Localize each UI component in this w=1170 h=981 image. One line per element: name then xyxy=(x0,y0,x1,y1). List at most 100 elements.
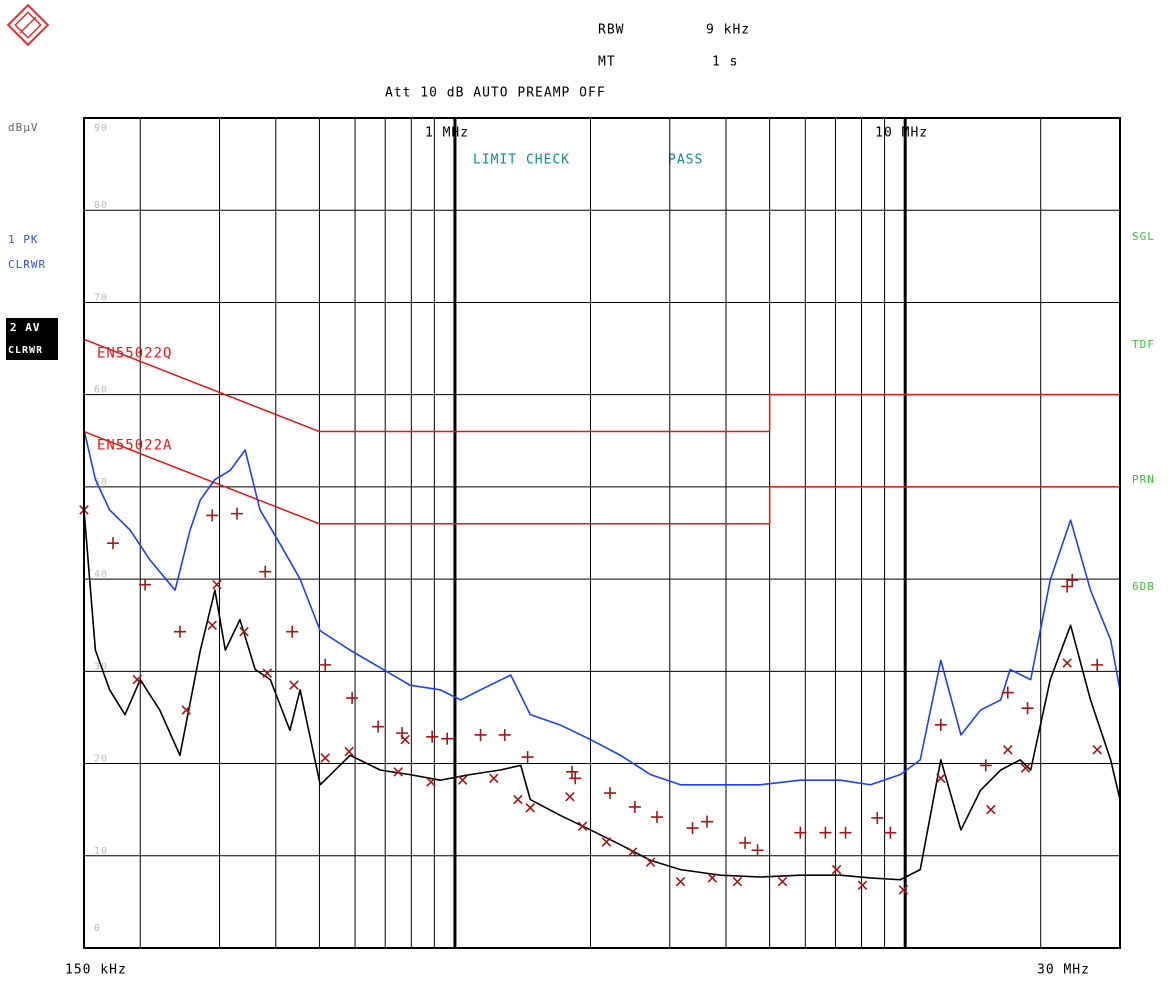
y-tick-label: 90 xyxy=(94,123,108,134)
plus-marker xyxy=(701,815,714,828)
trace-line xyxy=(83,429,1121,786)
cross-marker xyxy=(262,668,273,678)
plus-marker xyxy=(1091,658,1104,671)
cross-marker xyxy=(1062,658,1072,668)
x-tick-label: 1 MHz xyxy=(425,126,469,141)
cross-marker xyxy=(289,680,299,690)
plus-marker xyxy=(934,718,947,731)
limit-line xyxy=(83,338,1120,433)
cross-marker xyxy=(645,857,656,867)
y-tick-label: 60 xyxy=(94,385,108,396)
plus-marker xyxy=(739,836,752,849)
plus-marker xyxy=(979,759,992,772)
cross-marker xyxy=(207,620,217,630)
x-tick-label: 10 MHz xyxy=(875,126,928,141)
plus-marker xyxy=(521,751,534,764)
cross-marker xyxy=(525,803,536,813)
att-info: Att 10 dB AUTO PREAMP OFF xyxy=(385,86,606,101)
plus-marker xyxy=(173,625,186,638)
y-tick-label: 40 xyxy=(94,569,108,580)
cross-marker xyxy=(1020,763,1031,773)
plus-marker xyxy=(839,826,852,839)
side-label: PRN xyxy=(1132,473,1155,486)
y-tick-label: 70 xyxy=(94,292,108,303)
logo-diamond xyxy=(6,3,50,47)
cross-marker xyxy=(1092,744,1102,755)
mt-label: MT xyxy=(598,55,616,70)
y-tick-label: 10 xyxy=(94,846,108,857)
plus-marker xyxy=(604,787,617,800)
cross-marker xyxy=(601,837,612,847)
plus-marker xyxy=(819,826,832,839)
cross-marker xyxy=(489,773,499,784)
cross-marker xyxy=(627,847,638,857)
limit-line xyxy=(83,430,1120,525)
rbw-value: 9 kHz xyxy=(706,23,750,38)
plus-marker xyxy=(884,826,897,839)
limit-check: LIMIT CHECK xyxy=(473,153,570,168)
trace-label: CLRWR xyxy=(8,258,46,271)
plus-marker xyxy=(286,625,299,638)
cross-marker xyxy=(320,753,330,763)
plus-marker xyxy=(230,507,243,520)
trace-label: 2 AV xyxy=(10,321,41,334)
plus-marker xyxy=(871,811,884,824)
plus-marker xyxy=(498,728,511,741)
plus-marker xyxy=(139,578,152,591)
plot-frame xyxy=(83,117,1121,949)
y-tick-label: 80 xyxy=(94,200,108,211)
cross-marker xyxy=(707,873,718,883)
cross-marker xyxy=(986,804,996,815)
cross-marker xyxy=(239,626,249,637)
cross-marker xyxy=(565,791,575,802)
side-label: TDF xyxy=(1132,338,1155,351)
cross-marker xyxy=(400,734,410,745)
cross-marker xyxy=(831,864,842,875)
rbw-label: RBW xyxy=(598,23,624,38)
cross-marker xyxy=(132,674,143,685)
side-label: SGL xyxy=(1132,230,1155,243)
cross-marker xyxy=(513,794,523,805)
plus-marker xyxy=(751,844,764,857)
cross-marker xyxy=(393,767,403,777)
x-tick-label: 150 kHz xyxy=(65,963,127,978)
cross-marker xyxy=(898,885,909,895)
plus-marker xyxy=(474,728,487,741)
plus-marker xyxy=(569,772,582,785)
plus-marker xyxy=(206,509,219,522)
plus-marker xyxy=(107,537,120,550)
limit-result: PASS xyxy=(668,153,703,168)
cross-marker xyxy=(212,579,222,590)
cross-marker xyxy=(732,876,743,887)
plus-marker xyxy=(794,826,807,839)
cross-marker xyxy=(426,777,436,787)
cross-marker xyxy=(675,876,686,887)
plus-marker xyxy=(628,800,641,813)
plus-marker xyxy=(686,822,699,835)
plus-marker xyxy=(650,811,663,824)
y-tick-label: 0 xyxy=(94,923,101,934)
cross-marker xyxy=(857,880,868,891)
mt-value: 1 s xyxy=(712,55,738,70)
y-tick-label: 30 xyxy=(94,661,108,672)
plus-marker xyxy=(259,565,272,578)
plus-marker xyxy=(441,732,454,745)
cross-marker xyxy=(181,705,191,715)
plus-marker xyxy=(372,720,385,733)
limit-name: EN55022Q xyxy=(97,345,172,361)
cross-marker xyxy=(1003,744,1013,755)
y-tick-label: 50 xyxy=(94,477,108,488)
y-tick-label: 20 xyxy=(94,754,108,765)
cross-marker xyxy=(457,775,468,785)
trace-label: CLRWR xyxy=(8,345,43,356)
side-label: 6DB xyxy=(1132,580,1155,593)
plus-marker xyxy=(319,658,332,671)
cross-marker xyxy=(777,876,788,887)
y-unit: dBµV xyxy=(8,121,39,134)
trace-label: 1 PK xyxy=(8,233,39,246)
cross-marker xyxy=(936,773,946,784)
cross-marker xyxy=(344,746,354,757)
plus-marker xyxy=(566,765,579,778)
